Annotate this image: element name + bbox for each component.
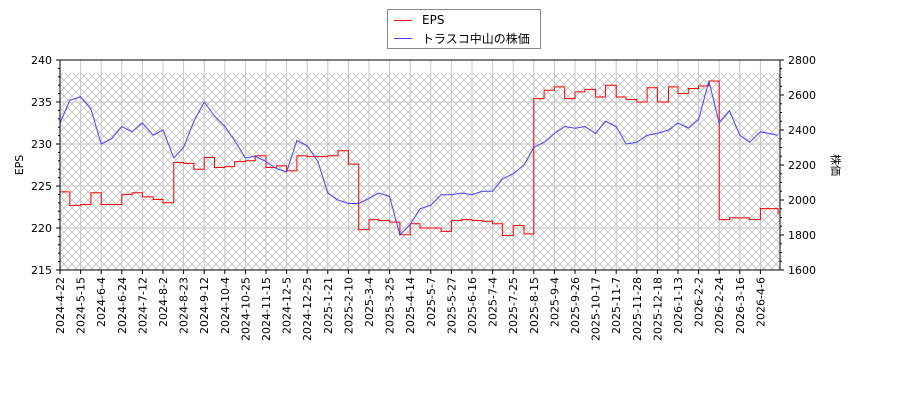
x-tick-label: 2024-7-12 <box>136 277 149 334</box>
x-tick-label: 2025-11-7 <box>610 277 623 334</box>
x-tick-label: 2025-3-4 <box>363 277 376 327</box>
x-tick-label: 2025-5-27 <box>445 277 458 334</box>
x-tick-label: 2025-9-4 <box>548 277 561 327</box>
y-right-tick-label: 1600 <box>788 264 816 277</box>
x-tick-label: 2025-6-16 <box>466 277 479 334</box>
stock-price-line <box>59 80 779 236</box>
legend-item-eps: EPS <box>394 11 444 29</box>
x-tick-label: 2025-7-4 <box>487 277 500 327</box>
legend: EPS トラスコ中山の株価 <box>387 9 541 49</box>
x-tick-label: 2025-11-28 <box>631 277 644 341</box>
x-tick-label: 2024-9-12 <box>198 277 211 334</box>
x-tick-label: 2025-4-14 <box>404 277 417 334</box>
x-tick-label: 2026-2-2 <box>693 277 706 327</box>
x-tick-label: 2025-5-7 <box>425 277 438 327</box>
x-tick-label: 2025-12-18 <box>651 277 664 341</box>
x-tick-label: 2025-7-25 <box>507 277 520 334</box>
x-tick-label: 2024-8-23 <box>178 277 191 334</box>
legend-swatch-price <box>394 37 412 39</box>
y-right-tick-label: 2600 <box>788 89 816 102</box>
legend-label-eps: EPS <box>422 13 445 27</box>
x-tick-label: 2024-8-2 <box>157 277 170 327</box>
y-left-tick-label: 240 <box>31 54 52 67</box>
x-tick-label: 2024-12-5 <box>281 277 294 334</box>
x-tick-label: 2024-10-25 <box>239 277 252 341</box>
y-left-tick-label: 225 <box>31 180 52 193</box>
x-tick-label: 2024-6-4 <box>95 277 108 327</box>
x-tick-label: 2025-3-25 <box>384 277 397 334</box>
x-tick-label: 2026-4-6 <box>754 277 767 327</box>
y-left-tick-label: 235 <box>31 96 52 109</box>
x-tick-label: 2024-10-4 <box>219 277 232 334</box>
eps-line <box>60 80 779 237</box>
x-tick-label: 2026-1-13 <box>672 277 685 334</box>
x-tick-label: 2026-2-24 <box>713 277 726 334</box>
y-axis-left-label: EPS <box>13 155 26 176</box>
y-right-tick-label: 2000 <box>788 194 816 207</box>
x-tick-label: 2025-1-21 <box>322 277 335 334</box>
y-left-tick-label: 220 <box>31 222 52 235</box>
x-tick-label: 2024-11-15 <box>260 277 273 341</box>
x-tick-label: 2024-12-25 <box>301 277 314 341</box>
x-tick-label: 2025-2-10 <box>342 277 355 334</box>
legend-item-price: トラスコ中山の株価 <box>394 29 530 47</box>
x-tick-label: 2025-8-15 <box>528 277 541 334</box>
hatched-band <box>60 73 780 270</box>
y-left-tick-label: 230 <box>31 138 52 151</box>
y-left-tick-label: 215 <box>31 264 52 277</box>
y-right-tick-label: 2200 <box>788 159 816 172</box>
legend-swatch-eps <box>394 19 412 21</box>
x-tick-label: 2024-6-24 <box>116 277 129 334</box>
x-tick-label: 2025-10-17 <box>590 277 603 341</box>
x-tick-label: 2026-3-16 <box>734 277 747 334</box>
y-axis-right-label: 株価 <box>829 154 843 176</box>
y-right-tick-label: 2800 <box>788 54 816 67</box>
x-tick-label: 2024-5-15 <box>75 277 88 334</box>
x-tick-label: 2024-4-22 <box>54 277 67 334</box>
y-right-tick-label: 1800 <box>788 229 816 242</box>
legend-label-price: トラスコ中山の株価 <box>422 31 530 46</box>
grid <box>59 60 780 270</box>
x-tick-label: 2025-9-26 <box>569 277 582 334</box>
series-layer <box>59 80 779 237</box>
axes: 2024-4-22 2024-5-15 2024-6-4 2024-6-24 2024-… <box>31 54 816 341</box>
y-right-tick-label: 2400 <box>788 124 816 137</box>
